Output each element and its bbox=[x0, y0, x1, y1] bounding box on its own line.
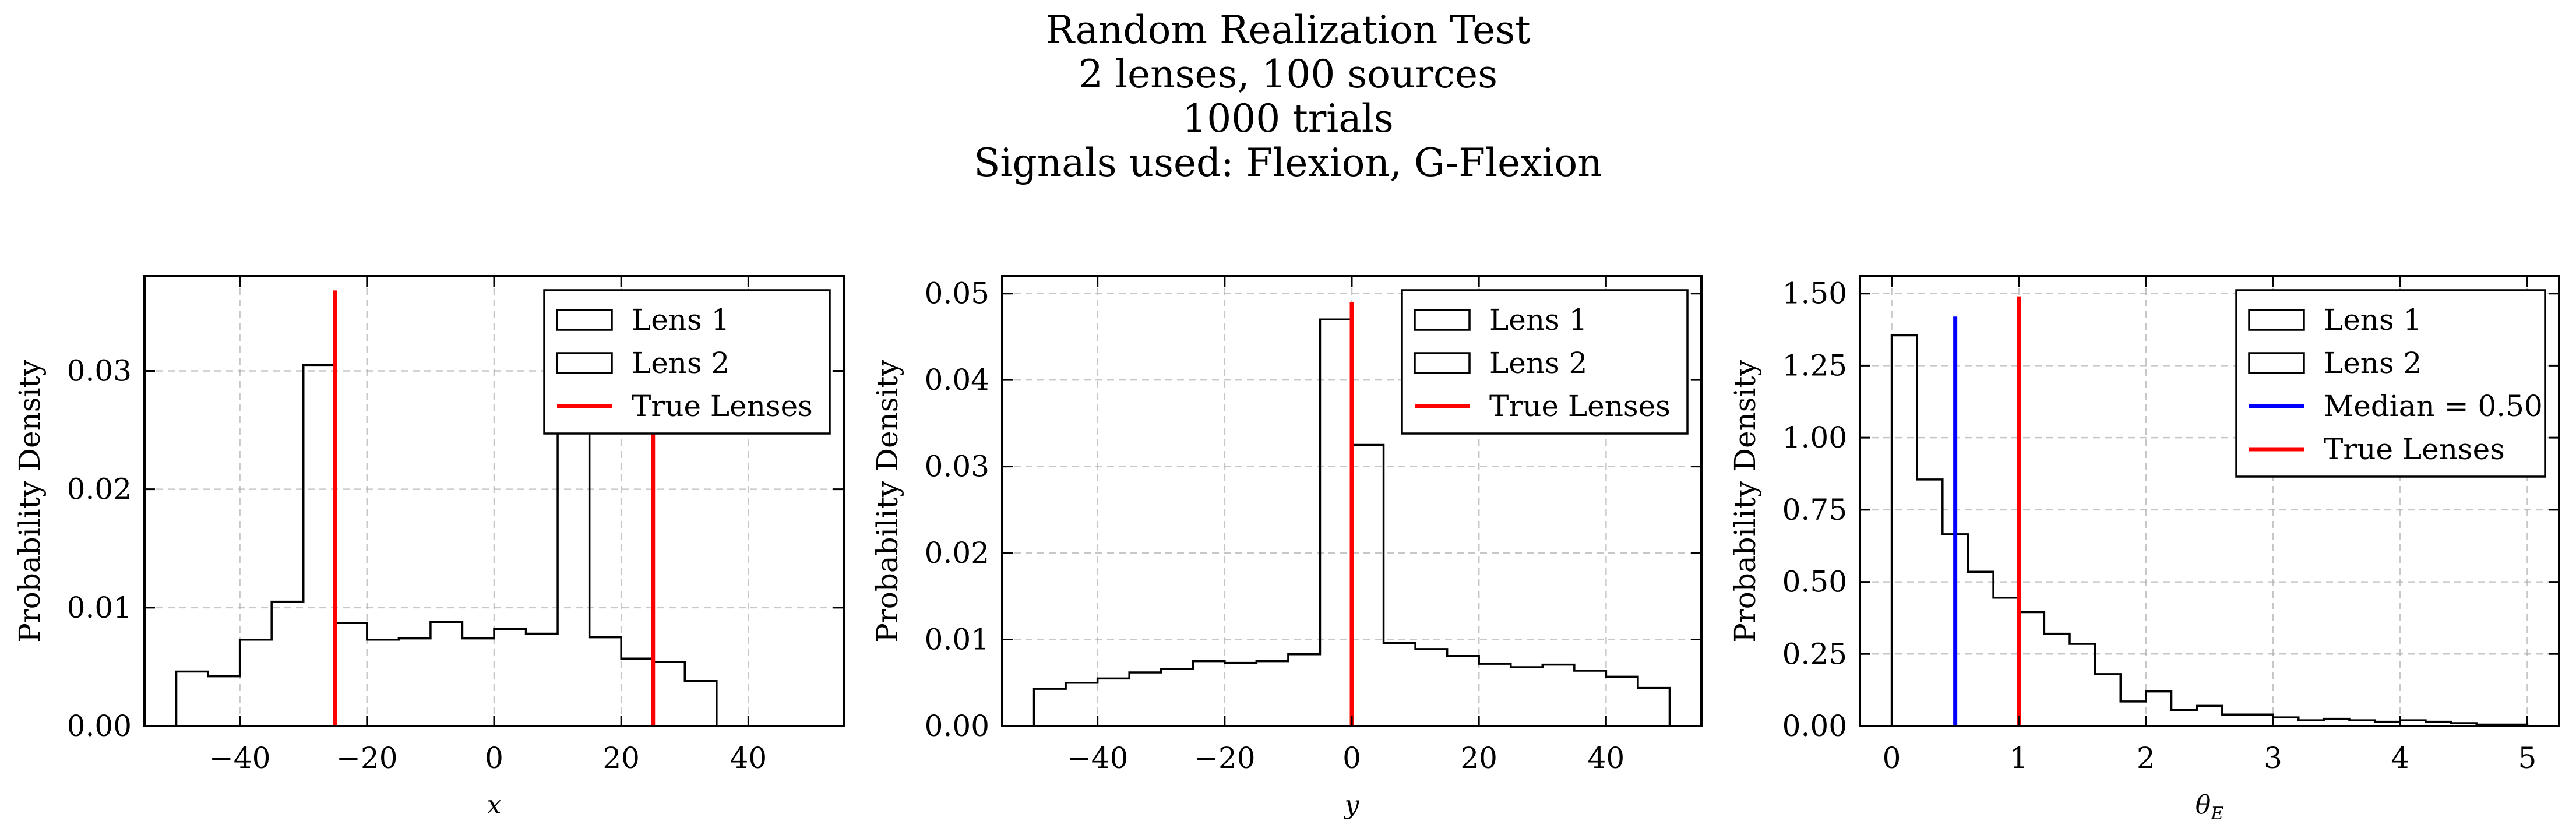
legend-swatch-box bbox=[556, 352, 613, 374]
legend-frame bbox=[1401, 289, 1689, 435]
y-tick-label: 0.02 bbox=[925, 536, 989, 570]
chart-panel-1: −40 −20 0 20 40 0.00 0.01 0.02 0.03 x Probability … bbox=[13, 275, 845, 820]
x-tick-label: 5 bbox=[2518, 741, 2537, 775]
legend-label: Lens 2 bbox=[1489, 346, 1587, 380]
y-tick-label: 0.05 bbox=[925, 277, 989, 311]
y-axis-label: Probability Density bbox=[13, 359, 47, 642]
legend-label: Lens 1 bbox=[632, 303, 730, 337]
x-axis-label: θE bbox=[2196, 790, 2224, 824]
x-tick-label: 0 bbox=[485, 741, 503, 775]
x-tick-label: −40 bbox=[209, 741, 271, 775]
chart-panel-3: 0 1 2 3 4 5 0.00 0.25 0.50 0.75 1.00 1.25 1.50 θE Prob… bbox=[1728, 275, 2560, 824]
y-tick-label: 0.02 bbox=[67, 473, 132, 506]
x-tick-label: −20 bbox=[336, 741, 398, 775]
legend-label: Lens 2 bbox=[632, 346, 730, 380]
legend-label: Median = 0.50 bbox=[2324, 389, 2543, 423]
y-tick-label: 0.01 bbox=[925, 623, 989, 657]
y-tick-label: 0.75 bbox=[1782, 493, 1847, 527]
y-tick-label: 0.03 bbox=[925, 450, 989, 484]
figure-title-line-4: Signals used: Flexion, G-Flexion bbox=[974, 140, 1602, 185]
y-axis-label: Probability Density bbox=[871, 359, 904, 642]
x-tick-label: 0 bbox=[1342, 741, 1361, 775]
y-tick-label: 0.03 bbox=[67, 354, 132, 388]
figure-title-line-1: Random Realization Test bbox=[1045, 8, 1531, 52]
plot-area bbox=[1890, 296, 2529, 726]
legend-label: True Lenses bbox=[2324, 432, 2505, 466]
legend-swatch-box bbox=[1414, 309, 1471, 331]
legend: Lens 1 Lens 2 Median = 0.50 True Lenses bbox=[2235, 289, 2546, 478]
y-tick-label: 0.00 bbox=[67, 709, 132, 743]
y-axis-label: Probability Density bbox=[1728, 359, 1762, 642]
x-tick-label: 20 bbox=[602, 741, 640, 775]
legend: Lens 1 Lens 2 True Lenses bbox=[543, 289, 831, 435]
plot-area bbox=[1032, 302, 1671, 726]
x-tick-label: −40 bbox=[1067, 741, 1129, 775]
figure-title: Random Realization Test 2 lenses, 100 so… bbox=[0, 8, 2576, 185]
legend-frame bbox=[543, 289, 831, 435]
legend-label: Lens 2 bbox=[2324, 346, 2422, 380]
legend-label: True Lenses bbox=[632, 389, 813, 423]
y-tick-label: 1.00 bbox=[1782, 421, 1847, 455]
x-tick-label: 20 bbox=[1460, 741, 1497, 775]
y-tick-label: 0.04 bbox=[925, 363, 989, 397]
x-axis-label: x bbox=[487, 790, 502, 820]
axes-frame bbox=[1859, 275, 2560, 727]
x-tick-label: 2 bbox=[2137, 741, 2155, 775]
chart-panel-2: −40 −20 0 20 40 0.00 0.01 0.02 0.03 0.04 0.05 y Prob… bbox=[871, 275, 1703, 820]
figure-title-line-3: 1000 trials bbox=[1182, 96, 1394, 141]
legend-label: True Lenses bbox=[1489, 389, 1671, 423]
histogram-lens-1 bbox=[1890, 334, 2529, 726]
x-tick-label: 0 bbox=[1883, 741, 1901, 775]
histogram-lens-1 bbox=[175, 364, 812, 726]
y-tick-label: 0.00 bbox=[1782, 709, 1847, 743]
legend-swatch-box bbox=[1414, 352, 1471, 374]
legend-swatch-box bbox=[2248, 309, 2305, 331]
x-tick-label: 4 bbox=[2391, 741, 2409, 775]
x-tick-label: −20 bbox=[1194, 741, 1256, 775]
legend-label: Lens 1 bbox=[2324, 303, 2422, 337]
x-tick-label: 1 bbox=[2010, 741, 2028, 775]
x-tick-label: 40 bbox=[730, 741, 767, 775]
x-tick-label: 40 bbox=[1588, 741, 1625, 775]
y-tick-label: 0.50 bbox=[1782, 565, 1847, 599]
x-axis-label: y bbox=[1344, 790, 1360, 820]
y-tick-label: 1.25 bbox=[1782, 348, 1847, 382]
legend-frame bbox=[2235, 289, 2546, 478]
y-tick-label: 0.25 bbox=[1782, 637, 1847, 671]
legend: Lens 1 Lens 2 True Lenses bbox=[1401, 289, 1689, 435]
y-tick-label: 1.50 bbox=[1782, 277, 1847, 311]
legend-swatch-box bbox=[2248, 352, 2305, 374]
legend-swatch-box bbox=[556, 309, 613, 331]
legend-label: Lens 1 bbox=[1489, 303, 1587, 337]
y-tick-label: 0.01 bbox=[67, 591, 132, 625]
figure-title-line-2: 2 lenses, 100 sources bbox=[1079, 52, 1497, 97]
y-tick-label: 0.00 bbox=[925, 709, 989, 743]
x-tick-label: 3 bbox=[2264, 741, 2282, 775]
